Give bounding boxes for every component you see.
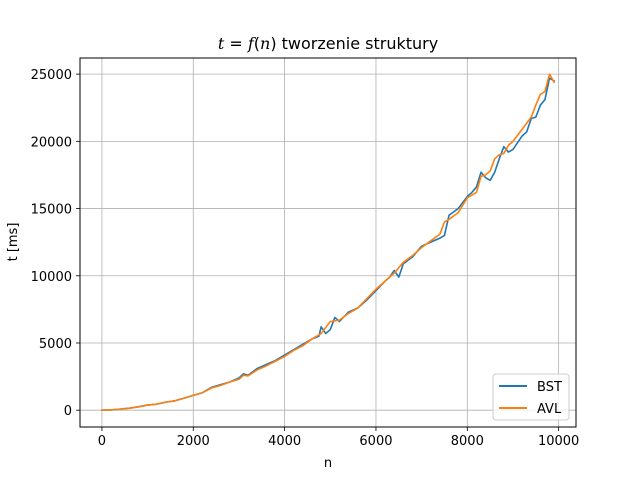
plot-frame	[79, 57, 577, 428]
x-tick-label: 8000	[451, 434, 484, 449]
legend: BST AVL	[492, 373, 570, 421]
series-line-avl	[101, 73, 556, 412]
y-tick-label: 5000	[39, 337, 72, 352]
series-line-bst	[101, 77, 556, 412]
legend-label-avl: AVL	[537, 402, 562, 417]
series-lines	[101, 73, 556, 412]
x-axis-label: n	[324, 456, 332, 471]
x-tick-label: 2000	[177, 434, 210, 449]
chart-title: t = f(n) tworzenie struktury	[218, 34, 438, 53]
y-tick-label: 25000	[31, 68, 72, 83]
x-tick-label: 10000	[538, 434, 579, 449]
y-tick-label: 20000	[31, 135, 72, 150]
grid-lines	[80, 58, 576, 427]
y-tick-label: 10000	[31, 270, 72, 285]
y-axis-label: t [ms]	[6, 223, 21, 262]
y-tick-label: 15000	[31, 203, 72, 218]
x-tick-label: 0	[98, 434, 106, 449]
axis-ticks: 0 2000 4000 6000 8000 10000 0 5000 10000 15000 200…	[31, 68, 580, 449]
y-tick-label: 0	[64, 404, 72, 419]
x-tick-label: 6000	[359, 434, 392, 449]
x-tick-label: 4000	[268, 434, 301, 449]
legend-label-bst: BST	[537, 380, 562, 395]
